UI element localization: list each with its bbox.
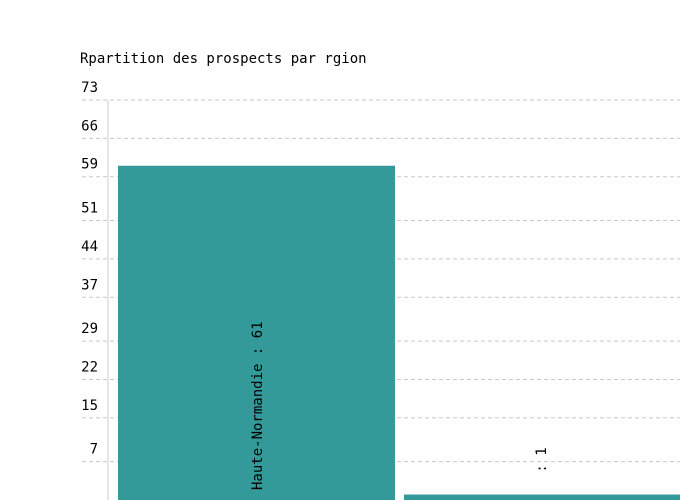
y-tick-label: 51 bbox=[81, 201, 98, 217]
chart-title: Rpartition des prospects par rgion bbox=[80, 51, 367, 67]
bar-labels: Haute-Normandie : 61 : 1 bbox=[250, 321, 550, 490]
bar-value-label: : 1 bbox=[534, 447, 550, 481]
y-tick-label: 22 bbox=[81, 359, 98, 375]
y-tick-label: 29 bbox=[81, 321, 98, 337]
y-tick-label: 37 bbox=[81, 277, 98, 293]
bar-value-label: Haute-Normandie : 61 bbox=[250, 321, 266, 490]
bars bbox=[118, 165, 680, 500]
y-axis-ticks: 7 15 22 29 37 44 51 59 66 73 bbox=[81, 80, 98, 458]
bar bbox=[404, 494, 680, 500]
y-tick-label: 44 bbox=[81, 239, 98, 255]
y-tick-label: 66 bbox=[81, 118, 98, 134]
y-tick-label: 7 bbox=[90, 442, 98, 458]
y-tick-label: 15 bbox=[81, 398, 98, 414]
y-tick-label: 73 bbox=[81, 80, 98, 96]
bar bbox=[118, 165, 395, 500]
y-tick-label: 59 bbox=[81, 157, 98, 173]
